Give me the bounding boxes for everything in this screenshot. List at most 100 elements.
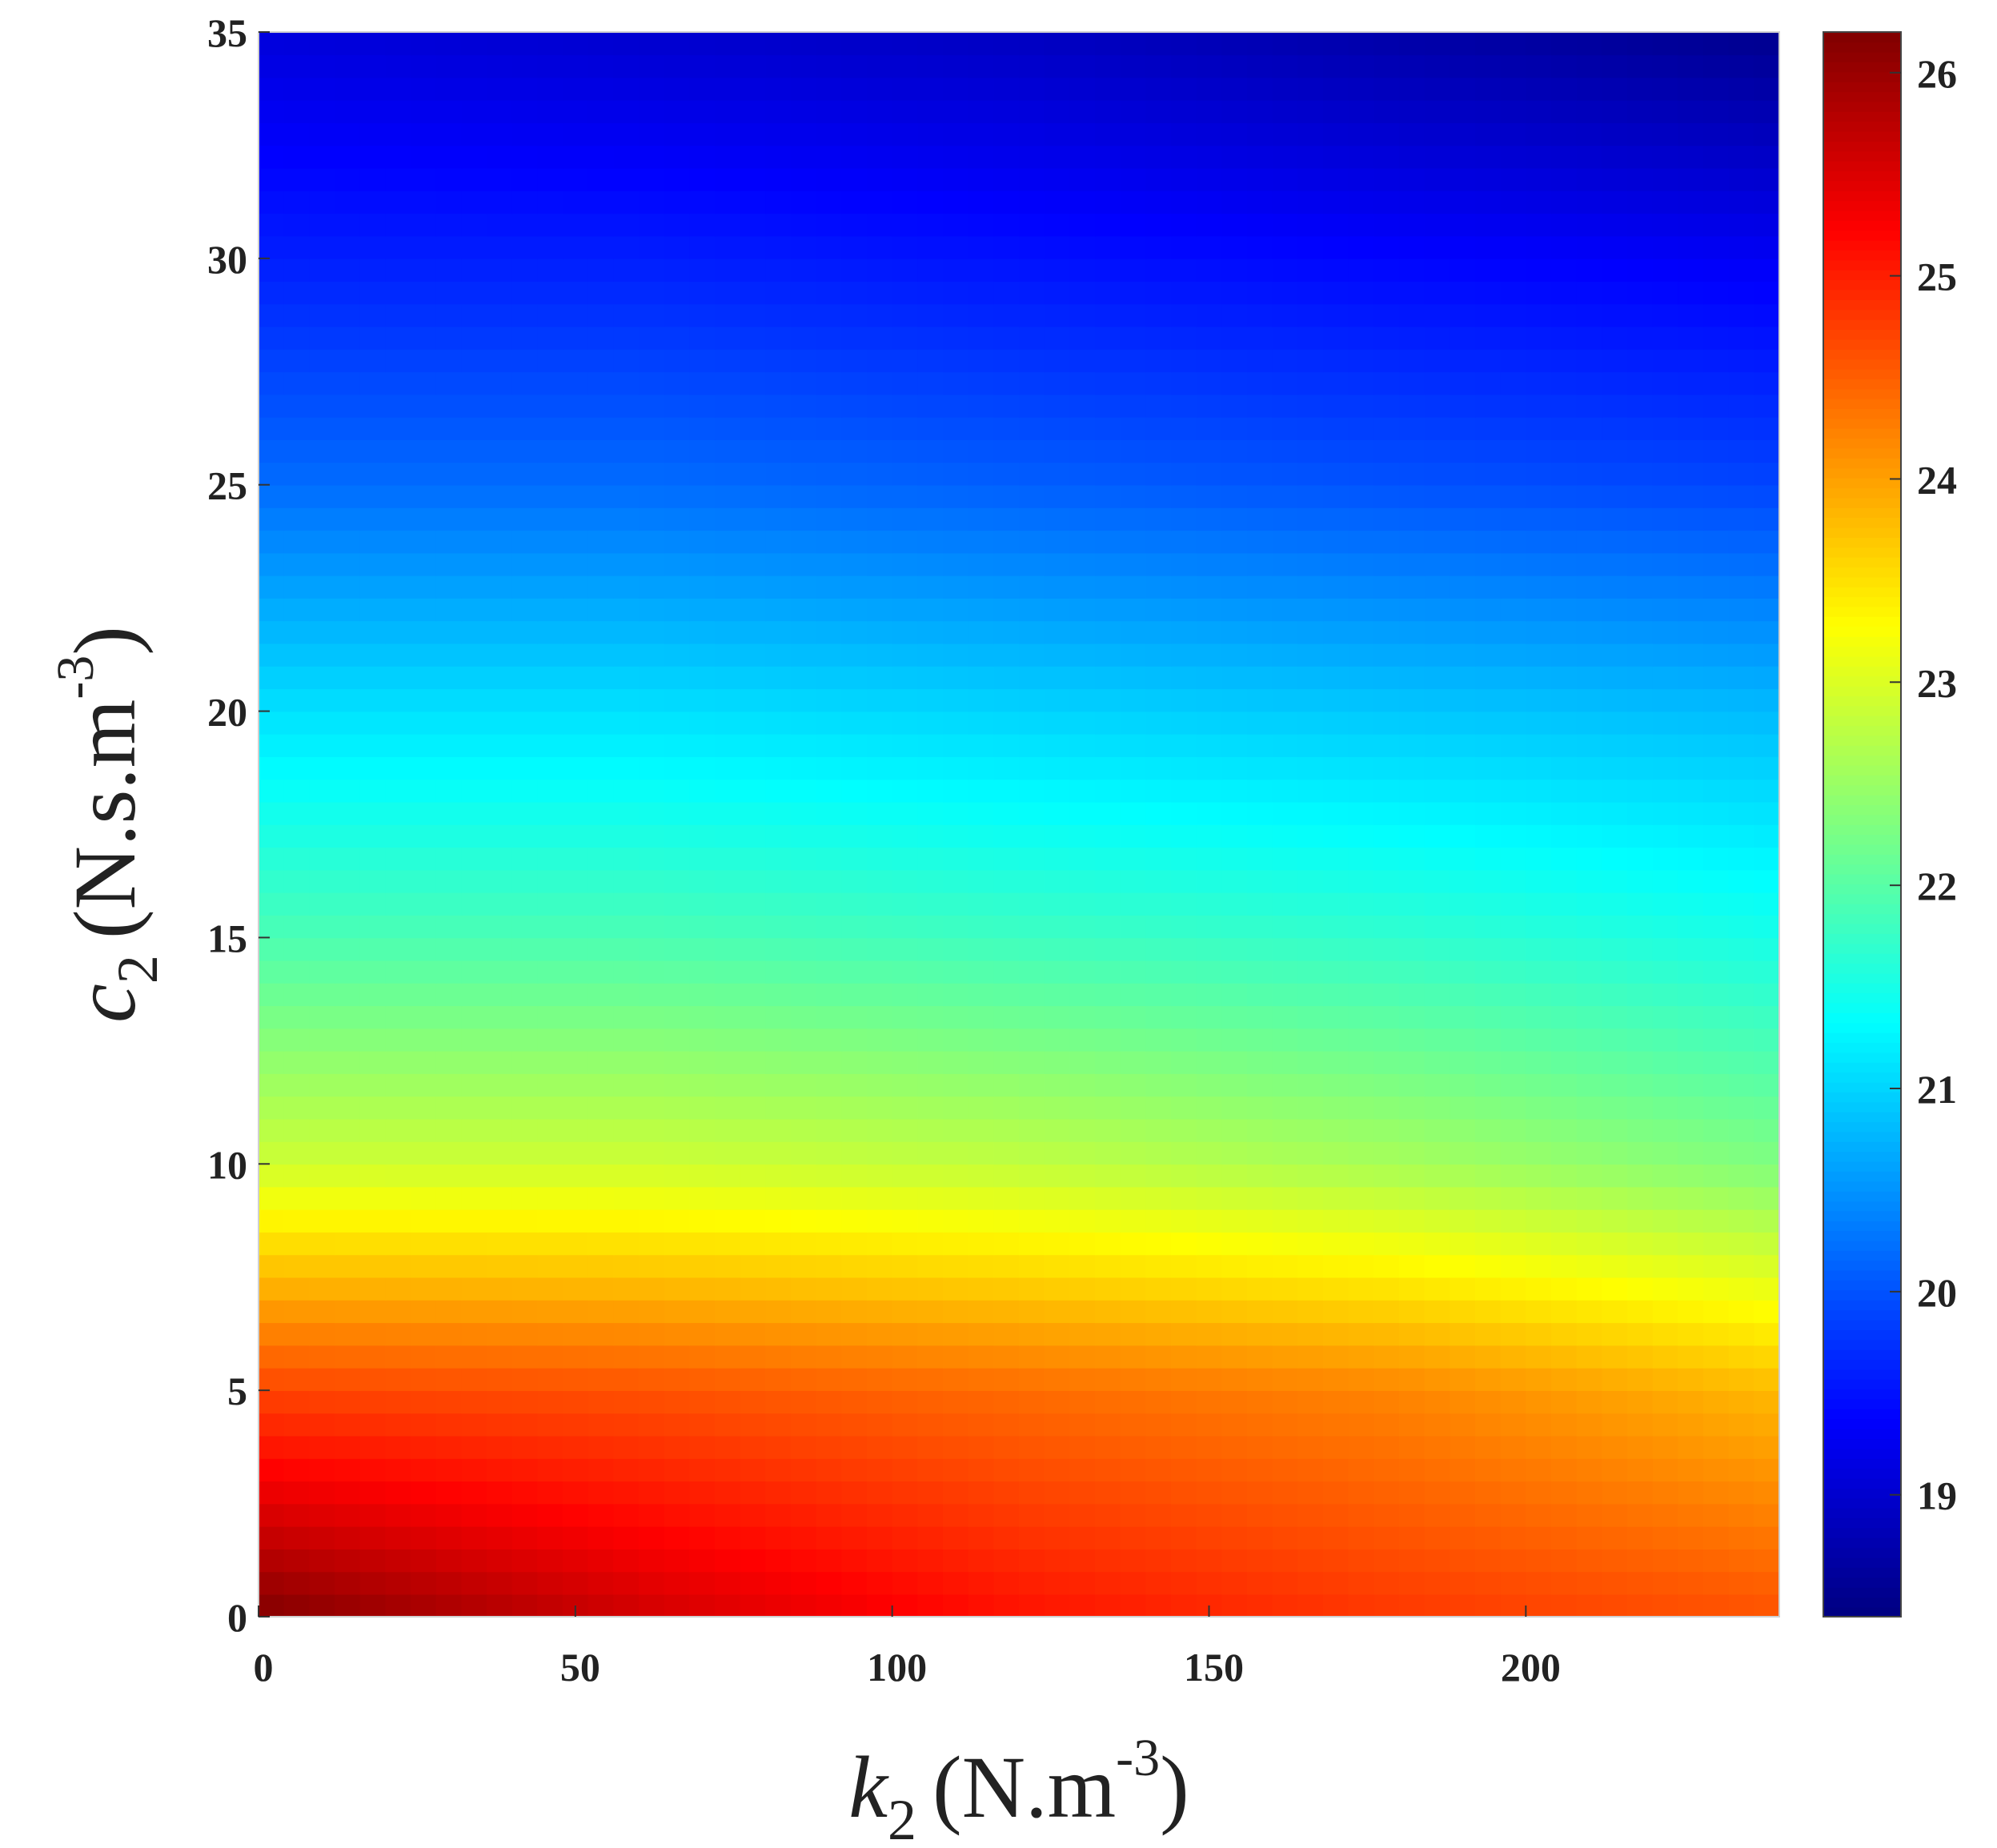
heatmap-cell (639, 869, 665, 893)
heatmap-cell (1069, 1458, 1096, 1482)
heatmap-cell (487, 1028, 513, 1052)
heatmap-cell (1095, 349, 1121, 373)
heatmap-cell (1145, 1073, 1172, 1097)
heatmap-cell (537, 1005, 563, 1029)
heatmap-cell (943, 258, 969, 282)
heatmap-cell (841, 1503, 868, 1527)
heatmap-cell (1221, 507, 1248, 531)
colorbar-swatch (1823, 775, 1901, 786)
heatmap-cell (1373, 371, 1400, 395)
heatmap-cell (359, 733, 387, 757)
heatmap-cell (1602, 1525, 1628, 1549)
heatmap-cell (841, 303, 868, 327)
heatmap-cell (259, 937, 285, 961)
heatmap-cell (259, 1367, 285, 1391)
heatmap-cell (740, 1277, 767, 1301)
heatmap-cell (892, 167, 919, 191)
heatmap-cell (1272, 1481, 1299, 1505)
heatmap-cell (1373, 1503, 1400, 1527)
heatmap-cell (1297, 892, 1324, 916)
heatmap-cell (765, 530, 792, 554)
heatmap-cell (993, 258, 1020, 282)
heatmap-cell (867, 99, 893, 123)
heatmap-cell (1652, 1232, 1679, 1256)
heatmap-cell (1450, 1413, 1476, 1437)
heatmap-cell (335, 1141, 361, 1165)
heatmap-cell (917, 1118, 944, 1142)
heatmap-cell (563, 439, 589, 463)
heatmap-cell (1399, 1367, 1426, 1391)
heatmap-cell (283, 371, 311, 395)
heatmap-cell (1450, 1435, 1476, 1459)
heatmap-cell (1120, 1413, 1147, 1437)
heatmap-cell (613, 1050, 640, 1074)
heatmap-cell (664, 122, 691, 146)
heatmap-cell (309, 235, 335, 259)
heatmap-cell (511, 213, 539, 237)
heatmap-cell (359, 145, 387, 169)
heatmap-cell (1247, 756, 1273, 780)
heatmap-cell (435, 1186, 463, 1210)
heatmap-cell (1450, 1096, 1476, 1120)
heatmap-cell (1551, 643, 1578, 667)
heatmap-cell (1044, 575, 1071, 599)
heatmap-cell (867, 1390, 893, 1414)
heatmap-cell (1323, 235, 1349, 259)
heatmap-cell (1171, 258, 1197, 282)
heatmap-cell (537, 235, 563, 259)
heatmap-cell (1526, 462, 1552, 486)
heatmap-cell (511, 507, 539, 531)
heatmap-cell (867, 530, 893, 554)
heatmap-cell (563, 711, 589, 735)
colorbar-swatch (1823, 1181, 1901, 1192)
heatmap-cell (1221, 869, 1248, 893)
heatmap-cell (1373, 756, 1400, 780)
heatmap-cell (461, 1300, 487, 1324)
heatmap-cell (1576, 666, 1603, 690)
heatmap-cell (461, 1593, 487, 1618)
heatmap-cell (1069, 1593, 1096, 1618)
heatmap-cell (943, 145, 969, 169)
heatmap-cell (1602, 1367, 1628, 1391)
heatmap-cell (613, 1164, 640, 1188)
heatmap-cell (867, 1345, 893, 1369)
heatmap-cell (385, 1571, 411, 1595)
heatmap-cell (1348, 1503, 1375, 1527)
heatmap-cell (1475, 733, 1502, 757)
heatmap-cell (892, 1005, 919, 1029)
colorbar-swatch (1823, 1201, 1901, 1212)
heatmap-cell (1196, 1005, 1223, 1029)
heatmap-cell (1602, 756, 1628, 780)
heatmap-cell (511, 915, 539, 939)
heatmap-cell (841, 1141, 868, 1165)
heatmap-cell (1424, 507, 1451, 531)
heatmap-cell (1450, 1367, 1476, 1391)
heatmap-cell (1627, 462, 1654, 486)
heatmap-cell (867, 1050, 893, 1074)
heatmap-cell (487, 847, 513, 871)
heatmap-cell (689, 1096, 716, 1120)
heatmap-cell (639, 32, 665, 56)
heatmap-cell (563, 1390, 589, 1414)
heatmap-cell (1602, 258, 1628, 282)
colorbar-swatch (1823, 1547, 1901, 1558)
heatmap-cell (816, 1209, 843, 1233)
heatmap-cell (993, 213, 1020, 237)
heatmap-cell (1754, 1367, 1780, 1391)
heatmap-cell (487, 1367, 513, 1391)
heatmap-cell (359, 213, 387, 237)
heatmap-cell (993, 756, 1020, 780)
heatmap-cell (1095, 1096, 1121, 1120)
heatmap-cell (1551, 281, 1578, 305)
heatmap-cell (639, 1118, 665, 1142)
heatmap-cell (1348, 1458, 1375, 1482)
heatmap-cell (1678, 711, 1704, 735)
heatmap-cell (1424, 484, 1451, 508)
heatmap-cell (1095, 1458, 1121, 1482)
heatmap-cell (461, 869, 487, 893)
heatmap-cell (1754, 77, 1780, 101)
heatmap-cell (309, 1300, 335, 1324)
heatmap-cell (335, 190, 361, 214)
heatmap-cell (1373, 892, 1400, 916)
heatmap-cell (1348, 1571, 1375, 1595)
